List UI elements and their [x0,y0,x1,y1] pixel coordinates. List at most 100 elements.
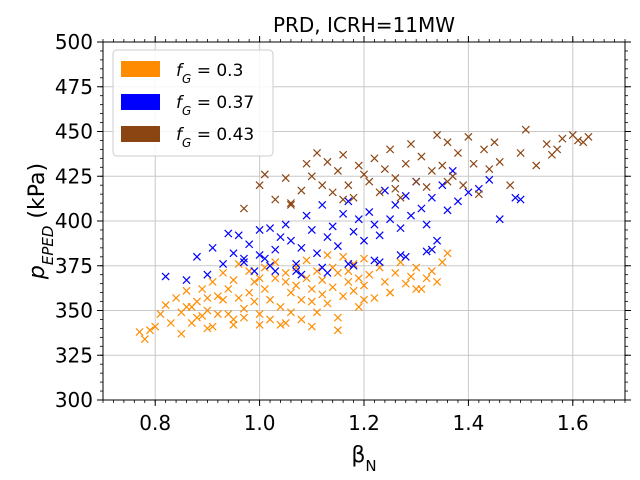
point-s0-21 [219,268,228,277]
point-s1-9 [239,254,248,263]
legend-swatch-fg-0.3 [121,61,160,77]
point-s0-26 [229,276,238,285]
point-s0-58 [312,308,322,317]
legend-label-0: fG = 0.3 [176,61,243,86]
point-s0-27 [234,293,243,302]
point-s1-31 [349,227,358,236]
point-s2-13 [333,166,342,175]
x-tick-label-0: 0.8 [139,411,171,435]
point-s2-56 [584,132,593,141]
point-s2-7 [302,159,311,168]
point-s0-5 [172,293,181,302]
point-s0-66 [333,268,342,277]
point-s0-18 [208,277,217,286]
point-s0-73 [354,302,363,311]
point-s0-24 [224,284,233,294]
point-s2-39 [469,159,478,168]
point-s0-88 [422,274,431,283]
point-s2-40 [474,190,483,199]
point-s2-51 [553,145,562,154]
point-s0-30 [239,313,248,322]
point-s2-0 [239,204,248,213]
point-s0-57 [312,267,322,276]
point-s1-62 [375,258,384,267]
point-s0-47 [286,288,295,297]
legend-label-1: fG = 0.37 [176,93,254,118]
point-s0-40 [266,315,275,324]
point-s0-104 [412,284,421,294]
y-tick-label-3: 375 [55,254,93,278]
point-s1-34 [365,208,374,217]
point-s0-67 [339,252,348,261]
series-2-points [239,125,593,213]
point-s1-30 [344,197,353,206]
point-s0-35 [255,274,264,283]
point-s1-46 [427,193,436,202]
point-s0-56 [307,284,316,294]
legend-swatch-fg-0.37 [121,94,160,110]
point-s2-27 [406,140,416,149]
point-s1-71 [396,250,405,260]
point-s0-36 [255,310,264,319]
point-s0-86 [412,263,421,272]
point-s2-24 [391,174,400,183]
point-s0-43 [276,302,285,311]
point-s0-34 [250,277,259,286]
point-s0-13 [198,284,207,294]
y-tick-label-7: 475 [55,75,93,99]
point-s0-85 [406,272,416,281]
point-s1-44 [417,204,426,213]
scatter-marks [135,125,593,344]
y-tick-label-6: 450 [55,120,93,144]
point-s1-36 [375,231,384,240]
point-s0-99 [281,319,290,328]
point-s0-48 [286,308,295,317]
point-s1-5 [219,259,228,268]
point-s1-39 [391,200,400,209]
point-s0-15 [203,306,212,315]
point-s1-19 [286,236,295,245]
point-s0-80 [380,277,389,286]
point-s1-56 [511,193,520,202]
point-s0-82 [391,268,400,277]
point-s1-42 [406,211,416,220]
point-s2-22 [380,165,389,174]
point-s0-12 [192,313,201,322]
point-s1-47 [433,236,442,245]
point-s2-21 [375,188,384,197]
point-s1-4 [208,243,217,252]
point-s1-2 [192,252,201,261]
point-s2-25 [396,193,405,202]
point-s2-5 [286,200,295,209]
point-s1-49 [443,206,452,215]
x-tick-label-2: 1.2 [348,411,380,435]
point-s2-48 [532,161,541,170]
point-s2-19 [365,177,374,186]
point-s0-103 [386,288,395,297]
point-s2-41 [480,145,489,154]
point-s1-13 [255,225,264,234]
point-s1-27 [328,222,337,231]
x-axis-title-base: β [351,443,365,468]
point-s1-61 [349,261,358,270]
point-s2-47 [521,125,530,134]
point-s0-37 [260,284,269,294]
point-s1-22 [302,211,311,220]
point-s1-45 [422,220,431,229]
point-s0-93 [145,326,155,335]
point-s0-38 [260,263,269,272]
point-s2-10 [318,181,327,190]
point-s0-55 [307,297,316,306]
point-s1-29 [339,209,348,218]
point-s0-19 [213,292,222,301]
point-s0-51 [297,295,306,304]
point-s0-46 [281,268,290,277]
point-s0-89 [427,267,436,276]
point-s2-37 [459,181,468,190]
point-s2-12 [328,188,337,197]
point-s2-58 [339,195,348,204]
point-s2-11 [323,157,332,166]
point-s1-24 [312,249,322,258]
point-s1-32 [354,215,363,224]
